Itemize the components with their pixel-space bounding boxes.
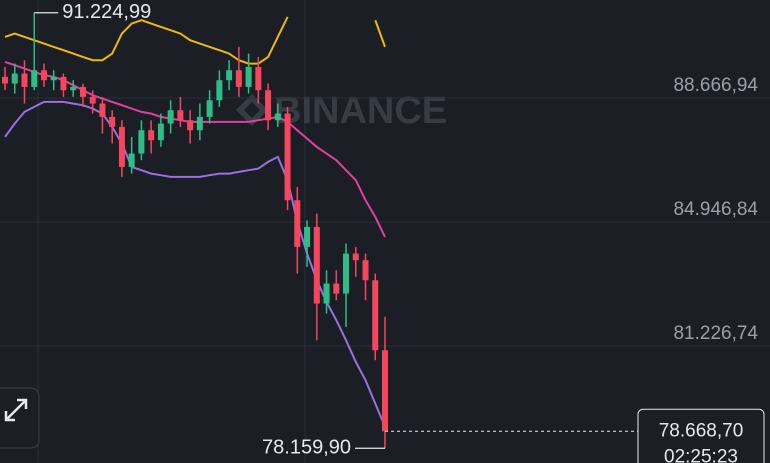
- last-price-label: 78.668,70: [659, 420, 744, 441]
- candle-body: [216, 80, 223, 101]
- candle-body: [304, 226, 311, 247]
- candle-body: [333, 283, 340, 294]
- candle-body: [372, 280, 379, 351]
- candle-body: [255, 66, 262, 91]
- candle-body: [284, 113, 291, 201]
- candle-body: [167, 110, 174, 124]
- expand-icon: [4, 398, 28, 422]
- candle-body: [313, 226, 320, 304]
- y-tick-label: 88.666,94: [673, 75, 758, 96]
- candle-body: [226, 70, 233, 81]
- candle-body: [70, 86, 77, 91]
- candle-body: [21, 73, 28, 87]
- y-tick-label: 81.226,74: [673, 323, 758, 344]
- watermark-text: BINANCE: [274, 90, 447, 132]
- watermark-logo: [236, 94, 268, 126]
- candle-body: [2, 76, 8, 84]
- y-tick-label: 84.946,84: [673, 199, 758, 220]
- last-price-box: [637, 408, 765, 463]
- candle-body: [157, 123, 164, 141]
- candle-body: [89, 96, 96, 104]
- candle-body: [118, 126, 125, 167]
- high-marker-label: 91.224,99: [62, 1, 151, 23]
- candle-body: [235, 70, 242, 87]
- candle-body: [109, 116, 116, 127]
- candle-body: [245, 66, 252, 87]
- candle-body: [40, 70, 47, 81]
- candle-body: [50, 76, 57, 81]
- candle-body: [79, 86, 86, 97]
- candle-body: [177, 110, 184, 121]
- candle-body: [196, 116, 203, 131]
- indicator-line: [4, 60, 386, 238]
- candle-body: [187, 120, 194, 131]
- candle-body: [265, 90, 272, 121]
- candle-body: [138, 130, 145, 154]
- indicator-line: [4, 16, 386, 65]
- candle-body: [323, 283, 330, 304]
- candle-body: [294, 200, 301, 247]
- candle-body: [148, 130, 155, 141]
- candle-body: [382, 350, 388, 432]
- candle-body: [99, 103, 106, 117]
- low-marker-label: 78.159,90: [262, 437, 351, 459]
- candle-body: [274, 113, 281, 121]
- candle-body: [11, 73, 18, 84]
- expand-button-frame[interactable]: [0, 387, 40, 449]
- expand-button[interactable]: [0, 387, 40, 449]
- candle-body: [352, 253, 359, 261]
- indicator-line: [4, 100, 386, 428]
- candle-body: [60, 76, 67, 91]
- candle-body: [362, 260, 369, 281]
- candle-body: [128, 153, 135, 167]
- countdown-label: 02:25:23: [664, 446, 738, 463]
- watermark: BINANCE: [236, 90, 447, 132]
- candle-body: [206, 100, 213, 117]
- candle-body: [343, 253, 350, 294]
- candle-body: [31, 70, 38, 87]
